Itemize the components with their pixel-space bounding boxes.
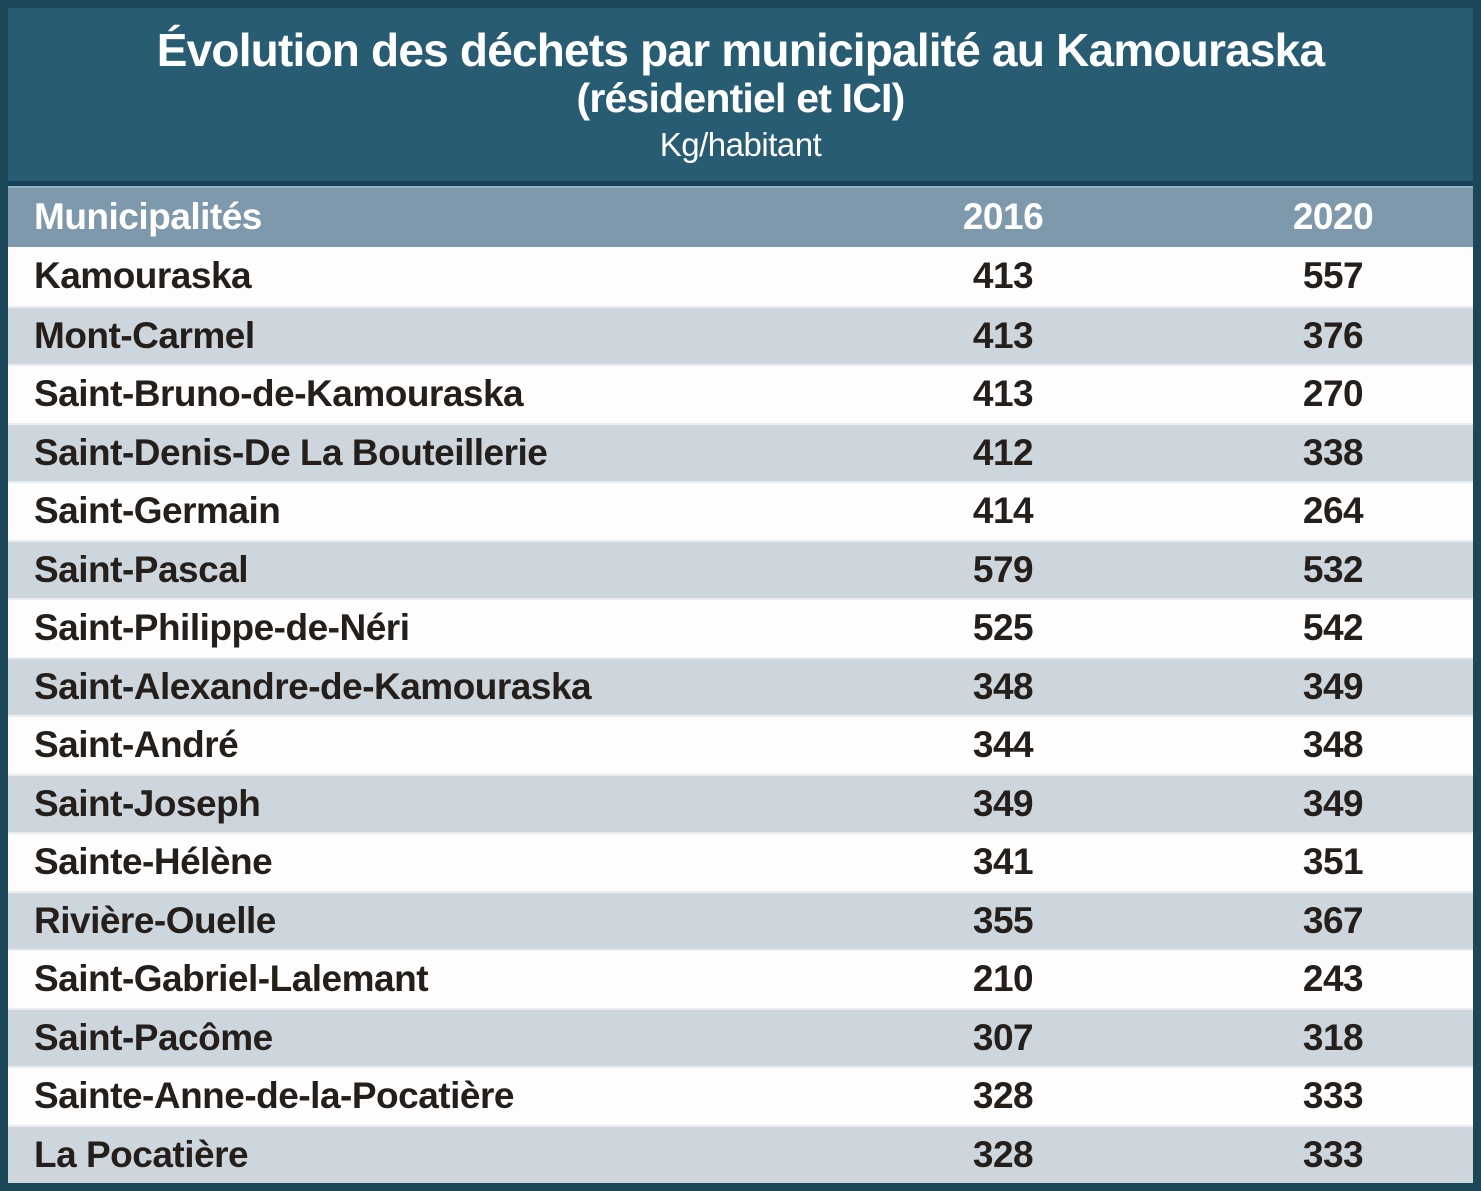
value-2020-cell: 270 <box>1302 373 1364 415</box>
value-2020-cell: 264 <box>1302 490 1364 532</box>
municipality-cell: Mont-Carmel <box>34 314 255 356</box>
column-header-municipalities: Municipalités <box>34 195 262 237</box>
municipality-cell: Saint-Philippe-de-Néri <box>34 607 410 649</box>
municipality-cell: Kamouraska <box>34 255 252 297</box>
title-band: Évolution des déchets par municipalité a… <box>8 8 1473 181</box>
value-2016-cell: 413 <box>972 255 1034 297</box>
value-2020-cell: 557 <box>1302 255 1364 297</box>
chart-title: Évolution des déchets par municipalité a… <box>156 23 1325 76</box>
value-2016-cell: 341 <box>972 841 1034 883</box>
municipality-cell: Saint-Pascal <box>34 548 249 590</box>
table-row: Saint-Philippe-de-Néri 525 542 <box>8 598 1473 657</box>
table-row: Saint-Germain 414 264 <box>8 481 1473 540</box>
municipality-cell: Saint-Pacôme <box>34 1016 273 1058</box>
value-2016-cell: 579 <box>972 548 1034 590</box>
value-2016-cell: 307 <box>972 1016 1034 1058</box>
table-row: Saint-Pacôme 307 318 <box>8 1007 1473 1066</box>
table-header-row: Municipalités 2016 2020 <box>8 181 1473 247</box>
municipality-cell: La Pocatière <box>34 1133 249 1175</box>
unit-label: Kg/habitant <box>659 126 822 164</box>
municipality-cell: Saint-Bruno-de-Kamouraska <box>34 373 524 415</box>
table-row: Saint-André 344 348 <box>8 715 1473 774</box>
table-row: Saint-Gabriel-Lalemant 210 243 <box>8 949 1473 1008</box>
table-row: Saint-Alexandre-de-Kamouraska 348 349 <box>8 656 1473 715</box>
table-row: Sainte-Anne-de-la-Pocatière 328 333 <box>8 1066 1473 1125</box>
chart-subtitle: (résidentiel et ICI) <box>576 75 905 122</box>
value-2020-cell: 338 <box>1302 431 1364 473</box>
value-2020-cell: 349 <box>1302 665 1364 707</box>
table-row: Kamouraska 413 557 <box>8 247 1473 306</box>
column-header-2016: 2016 <box>962 195 1044 237</box>
municipality-cell: Saint-André <box>34 724 239 766</box>
municipality-cell: Saint-Alexandre-de-Kamouraska <box>34 665 592 707</box>
value-2016-cell: 328 <box>972 1075 1034 1117</box>
value-2016-cell: 349 <box>972 782 1034 824</box>
value-2020-cell: 367 <box>1302 899 1364 941</box>
value-2016-cell: 412 <box>972 431 1034 473</box>
value-2016-cell: 414 <box>972 490 1034 532</box>
value-2020-cell: 333 <box>1302 1133 1364 1175</box>
municipality-cell: Saint-Denis-De La Bouteillerie <box>34 431 548 473</box>
value-2020-cell: 333 <box>1302 1075 1364 1117</box>
table-row: Sainte-Hélène 341 351 <box>8 832 1473 891</box>
municipality-cell: Sainte-Anne-de-la-Pocatière <box>34 1075 514 1117</box>
table-row: Saint-Bruno-de-Kamouraska 413 270 <box>8 364 1473 423</box>
value-2016-cell: 413 <box>972 373 1034 415</box>
value-2016-cell: 525 <box>972 607 1034 649</box>
table-row: Saint-Pascal 579 532 <box>8 539 1473 598</box>
value-2020-cell: 349 <box>1302 782 1364 824</box>
value-2020-cell: 542 <box>1302 607 1364 649</box>
municipality-cell: Saint-Germain <box>34 490 281 532</box>
value-2016-cell: 328 <box>972 1133 1034 1175</box>
value-2020-cell: 348 <box>1302 724 1364 766</box>
table-body: Kamouraska 413 557 Mont-Carmel 413 376 Saint-B… <box>8 247 1473 1183</box>
value-2016-cell: 413 <box>972 314 1034 356</box>
table-row: Rivière-Ouelle 355 367 <box>8 890 1473 949</box>
column-header-2020: 2020 <box>1292 195 1374 237</box>
municipality-cell: Saint-Joseph <box>34 782 261 824</box>
table-row: Mont-Carmel 413 376 <box>8 305 1473 364</box>
table-row: Saint-Denis-De La Bouteillerie 412 338 <box>8 422 1473 481</box>
value-2020-cell: 532 <box>1302 548 1364 590</box>
value-2020-cell: 318 <box>1302 1016 1364 1058</box>
value-2020-cell: 376 <box>1302 314 1364 356</box>
value-2016-cell: 355 <box>972 899 1034 941</box>
value-2016-cell: 344 <box>972 724 1034 766</box>
table-row: Saint-Joseph 349 349 <box>8 773 1473 832</box>
municipality-cell: Rivière-Ouelle <box>34 899 276 941</box>
table-row: La Pocatière 328 333 <box>8 1124 1473 1183</box>
municipality-cell: Saint-Gabriel-Lalemant <box>34 958 429 1000</box>
value-2020-cell: 243 <box>1302 958 1364 1000</box>
value-2016-cell: 210 <box>972 958 1034 1000</box>
value-2020-cell: 351 <box>1302 841 1364 883</box>
municipality-cell: Sainte-Hélène <box>34 841 273 883</box>
value-2016-cell: 348 <box>972 665 1034 707</box>
